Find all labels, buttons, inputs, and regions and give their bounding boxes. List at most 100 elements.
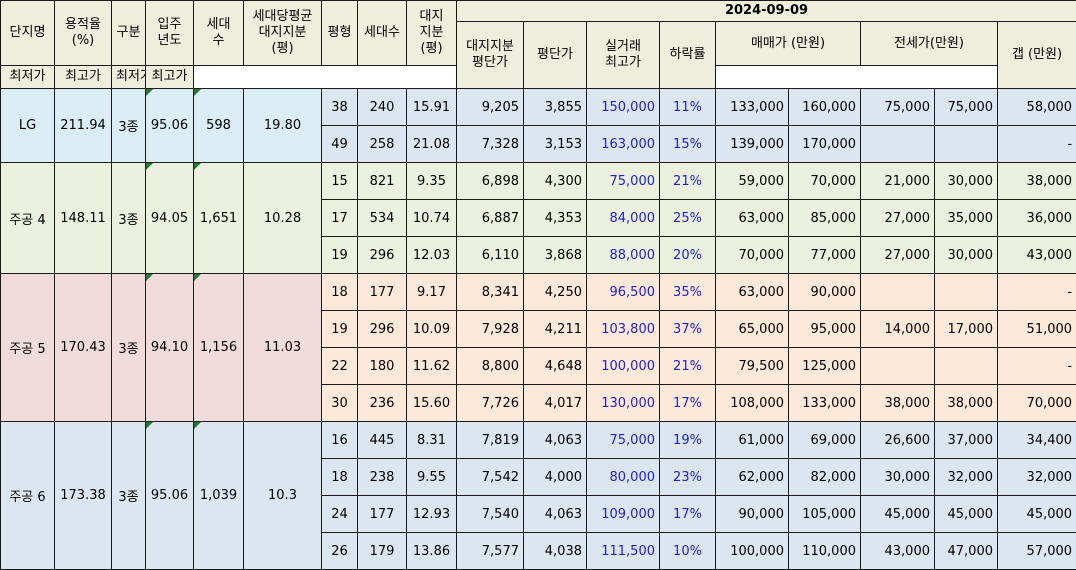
zoning-type: 3종 [112, 163, 146, 274]
header-jeonse-price-group: 전세가(만원) [861, 22, 998, 66]
sale-min: 65,000 [716, 311, 789, 348]
land-share-price: 7,819 [457, 422, 524, 459]
price-per-pyeong: 4,300 [524, 163, 587, 200]
land-share-price: 7,726 [457, 385, 524, 422]
move-in-year: 95.06 [146, 422, 194, 570]
sale-max: 69,000 [789, 422, 861, 459]
drop-rate: 15% [660, 126, 716, 163]
pyeong: 38 [322, 89, 358, 126]
land-share-price: 8,800 [457, 348, 524, 385]
drop-rate: 20% [660, 237, 716, 274]
sale-max: 85,000 [789, 200, 861, 237]
jeonse-max [935, 126, 998, 163]
sale-max: 70,000 [789, 163, 861, 200]
header-pyeong-size: 평형 [322, 1, 358, 66]
pyeong: 19 [322, 237, 358, 274]
jeonse-min: 30,000 [861, 459, 935, 496]
zoning-type: 3종 [112, 89, 146, 163]
jeonse-max [935, 274, 998, 311]
gap-value: 70,000 [998, 385, 1076, 422]
jeonse-max: 17,000 [935, 311, 998, 348]
peak-price: 75,000 [587, 163, 660, 200]
land-share: 13.86 [407, 533, 457, 570]
header-households: 세대 수 [194, 1, 244, 66]
jeonse-max [935, 348, 998, 385]
price-per-pyeong: 4,250 [524, 274, 587, 311]
price-per-pyeong: 4,038 [524, 533, 587, 570]
jeonse-min: 43,000 [861, 533, 935, 570]
land-share-price: 7,540 [457, 496, 524, 533]
zoning-type: 3종 [112, 422, 146, 570]
jeonse-max: 75,000 [935, 89, 998, 126]
land-share: 11.62 [407, 348, 457, 385]
jeonse-min [861, 348, 935, 385]
price-per-pyeong: 3,855 [524, 89, 587, 126]
jeonse-max: 37,000 [935, 422, 998, 459]
jeonse-max: 30,000 [935, 163, 998, 200]
jeonse-min-header: 최저가 [112, 66, 146, 89]
price-per-pyeong: 4,353 [524, 200, 587, 237]
gap-value: 38,000 [998, 163, 1076, 200]
jeonse-min: 21,000 [861, 163, 935, 200]
pyeong: 22 [322, 348, 358, 385]
gap-value: 57,000 [998, 533, 1076, 570]
move-in-year: 94.05 [146, 163, 194, 274]
drop-rate: 17% [660, 496, 716, 533]
land-share: 10.09 [407, 311, 457, 348]
sale-max: 110,000 [789, 533, 861, 570]
pyeong: 24 [322, 496, 358, 533]
pyeong: 18 [322, 459, 358, 496]
sale-min: 63,000 [716, 274, 789, 311]
avg-land-share: 19.80 [244, 89, 322, 163]
jeonse-max: 38,000 [935, 385, 998, 422]
sale-min: 79,500 [716, 348, 789, 385]
unit-count: 821 [358, 163, 407, 200]
sale-max: 170,000 [789, 126, 861, 163]
gap-value: 45,000 [998, 496, 1076, 533]
unit-count: 236 [358, 385, 407, 422]
peak-price: 75,000 [587, 422, 660, 459]
jeonse-min: 27,000 [861, 237, 935, 274]
header-land-share: 대지 지분 (평) [407, 1, 457, 66]
peak-price: 84,000 [587, 200, 660, 237]
header-unit-count: 세대수 [358, 1, 407, 66]
land-share: 12.03 [407, 237, 457, 274]
jeonse-max: 45,000 [935, 496, 998, 533]
household-count: 1,156 [194, 274, 244, 422]
header-move-in-year: 입주 년도 [146, 1, 194, 66]
jeonse-min: 14,000 [861, 311, 935, 348]
header-peak-transaction: 실거래 최고가 [587, 22, 660, 89]
complex-name: 주공 4 [1, 163, 55, 274]
land-share-price: 7,928 [457, 311, 524, 348]
floor-area-ratio: 148.11 [55, 163, 112, 274]
drop-rate: 21% [660, 348, 716, 385]
floor-area-ratio: 211.94 [55, 89, 112, 163]
unit-count: 240 [358, 89, 407, 126]
gap-value: 34,400 [998, 422, 1076, 459]
unit-count: 180 [358, 348, 407, 385]
unit-count: 238 [358, 459, 407, 496]
header-date: 2024-09-09 [457, 1, 1076, 22]
drop-rate: 25% [660, 200, 716, 237]
land-share-price: 8,341 [457, 274, 524, 311]
land-share-price: 9,205 [457, 89, 524, 126]
move-in-year: 95.06 [146, 89, 194, 163]
peak-price: 88,000 [587, 237, 660, 274]
sale-min: 59,000 [716, 163, 789, 200]
price-per-pyeong: 3,153 [524, 126, 587, 163]
header-price-per-pyeong: 평단가 [524, 22, 587, 89]
pyeong: 17 [322, 200, 358, 237]
jeonse-max: 47,000 [935, 533, 998, 570]
gap-value: - [998, 348, 1076, 385]
pyeong: 16 [322, 422, 358, 459]
peak-price: 96,500 [587, 274, 660, 311]
sale-min: 61,000 [716, 422, 789, 459]
table-header: 단지명 용적율 (%) 구분 입주 년도 세대 수 세대당평균 대지지분 (평)… [1, 1, 1076, 89]
gap-value: 51,000 [998, 311, 1076, 348]
drop-rate: 11% [660, 89, 716, 126]
header-zoning-type: 구분 [112, 1, 146, 66]
sale-min-header: 최저가 [1, 66, 55, 89]
